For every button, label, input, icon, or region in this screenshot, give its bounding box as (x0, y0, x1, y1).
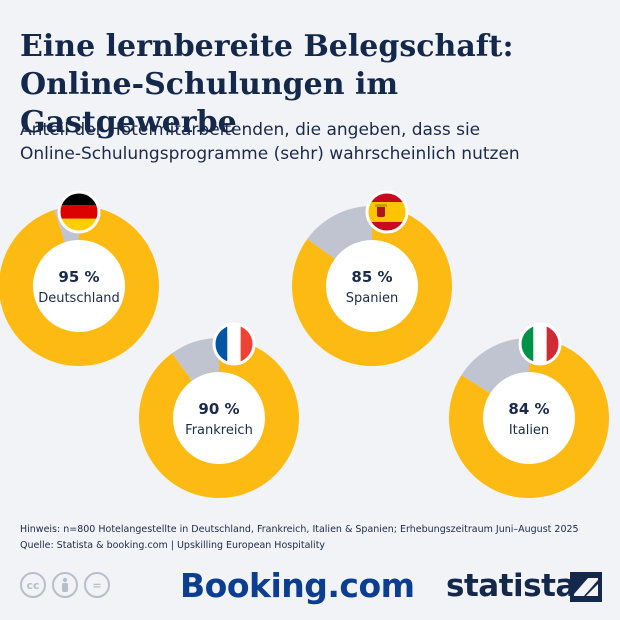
value-label: 90 % (198, 400, 239, 418)
value-label: 84 % (508, 400, 549, 418)
flag-border (518, 322, 562, 366)
title-line-1: Eine lernbereite Belegschaft: (20, 29, 514, 64)
value-label: 85 % (351, 268, 392, 286)
donut-center (33, 240, 125, 332)
country-label: Spanien (346, 291, 399, 306)
country-label: Deutschland (38, 291, 120, 306)
license-icons: cc = (20, 572, 110, 598)
by-icon[interactable] (52, 572, 78, 598)
flag-border (212, 322, 256, 366)
flag-border (57, 190, 101, 234)
donut-center (483, 372, 575, 464)
subtitle-line-1: Anteil der Hotelmitarbeitenden, die ange… (20, 120, 481, 140)
donut-italien: 84 % Italien (449, 322, 610, 499)
chart-subtitle: Anteil der Hotelmitarbeitenden, die ange… (20, 118, 610, 166)
booking-logo[interactable]: Booking.com (180, 566, 415, 605)
notes: Hinweis: n=800 Hotelangestellte in Deuts… (20, 522, 610, 554)
subtitle-line-2: Online-Schulungsprogramme (sehr) wahrsch… (20, 144, 520, 164)
hint-note: Hinweis: n=800 Hotelangestellte in Deuts… (20, 524, 579, 535)
statista-logo-icon (570, 572, 602, 602)
cc-icon[interactable]: cc (20, 572, 46, 598)
footer: cc = Booking.com statista (0, 560, 620, 620)
country-label: Italien (509, 423, 549, 438)
donut-deutschland: 95 % Deutschland (0, 190, 159, 366)
spain-flag (367, 192, 407, 232)
statista-logo[interactable]: statista (446, 568, 576, 604)
donut-frankreich: 90 % Frankreich (138, 322, 299, 498)
flag-border (365, 190, 409, 234)
donut-center (173, 372, 265, 464)
source-note: Quelle: Statista & booking.com | Upskill… (20, 540, 326, 551)
chart-title: Eine lernbereite Belegschaft: Online-Sch… (20, 28, 610, 142)
title-line-2: Online-Schulungen im Gastgewerbe (20, 67, 399, 140)
donut-spanien: 85 % Spanien (292, 190, 452, 366)
country-label: Frankreich (185, 423, 253, 438)
value-label: 95 % (58, 268, 99, 286)
nd-icon[interactable]: = (84, 572, 110, 598)
donut-center (326, 240, 418, 332)
